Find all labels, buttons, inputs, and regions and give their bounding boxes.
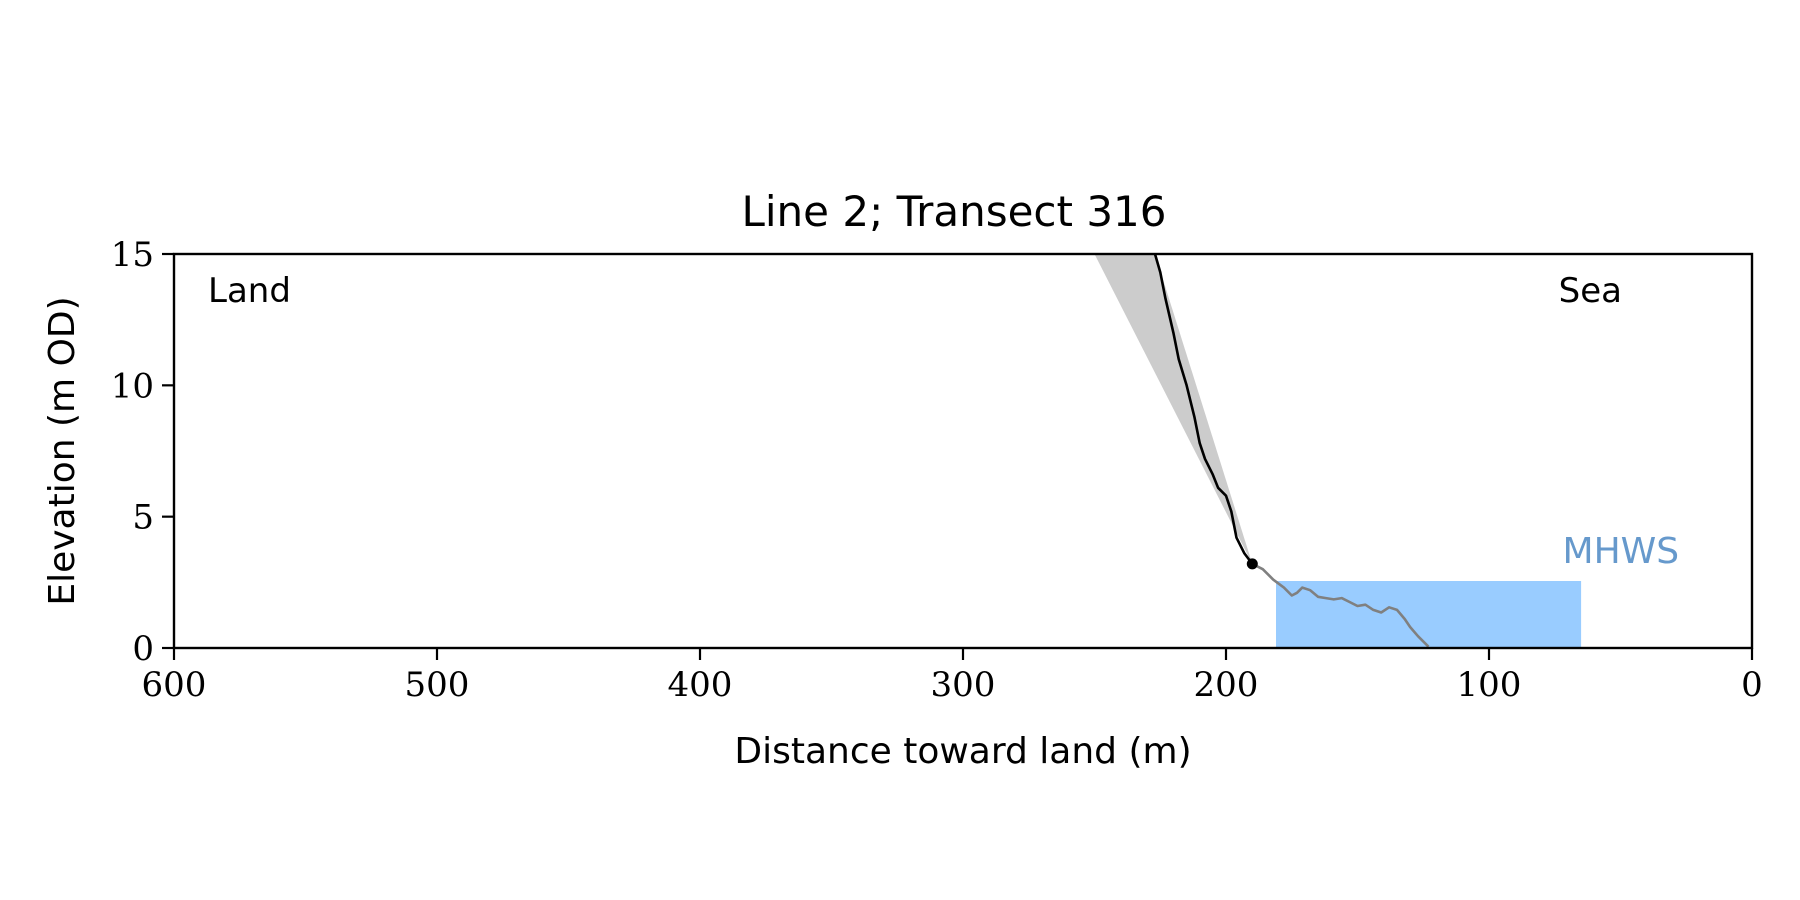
chart-title: Line 2; Transect 316 bbox=[741, 187, 1166, 236]
beach-profile-line bbox=[1251, 562, 1430, 648]
sea-annotation: Sea bbox=[1559, 271, 1622, 311]
cliff-toe-marker bbox=[1246, 558, 1258, 570]
x-tick-label: 500 bbox=[405, 665, 470, 705]
y-tick-label: 0 bbox=[132, 629, 154, 669]
cliff-wedge-area bbox=[1094, 254, 1253, 564]
y-axis: 0 5 10 15 bbox=[111, 235, 174, 669]
y-tick-label: 10 bbox=[111, 366, 154, 406]
plot-area bbox=[1094, 253, 1582, 648]
x-tick-label: 200 bbox=[1194, 665, 1259, 705]
x-tick-label: 600 bbox=[142, 665, 207, 705]
y-axis-label: Elevation (m OD) bbox=[42, 296, 83, 605]
x-tick-label: 100 bbox=[1457, 665, 1522, 705]
cliff-profile-line bbox=[1153, 253, 1254, 565]
y-tick-label: 5 bbox=[132, 498, 154, 538]
x-tick-label: 400 bbox=[668, 665, 733, 705]
mhws-area bbox=[1276, 581, 1582, 648]
x-axis: 600 500 400 300 200 100 0 bbox=[142, 648, 1763, 705]
x-tick-label: 300 bbox=[931, 665, 996, 705]
mhws-label: MHWS bbox=[1563, 531, 1680, 572]
x-tick-label: 0 bbox=[1741, 665, 1763, 705]
land-annotation: Land bbox=[208, 271, 291, 311]
y-tick-label: 15 bbox=[111, 235, 154, 275]
x-axis-label: Distance toward land (m) bbox=[734, 731, 1191, 772]
